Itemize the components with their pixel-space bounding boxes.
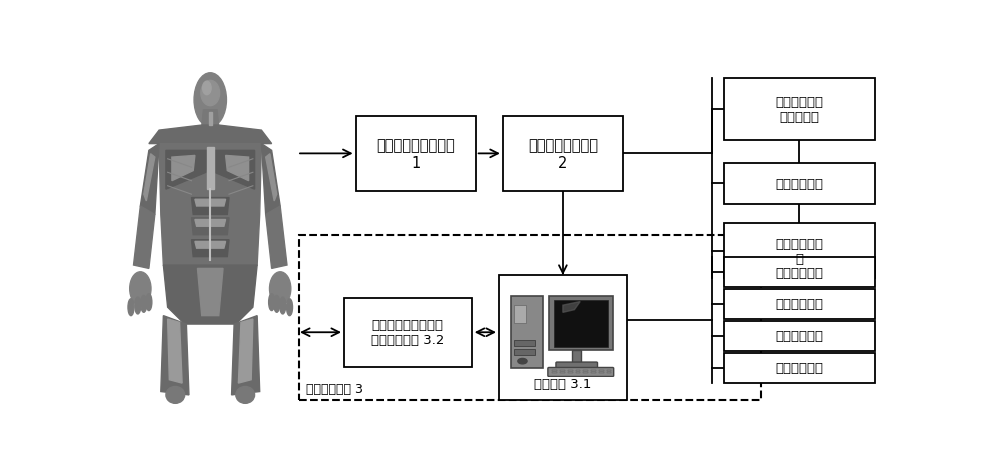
FancyBboxPatch shape xyxy=(724,224,875,279)
Text: 肌电信号采集和多通
道电刺激输出 3.2: 肌电信号采集和多通 道电刺激输出 3.2 xyxy=(371,319,445,347)
FancyBboxPatch shape xyxy=(724,257,875,287)
FancyBboxPatch shape xyxy=(724,321,875,351)
Text: 刺激脉宽决策: 刺激脉宽决策 xyxy=(775,298,823,311)
Text: 刺激电流决策: 刺激电流决策 xyxy=(775,266,823,279)
Text: 刺激频率决策: 刺激频率决策 xyxy=(775,330,823,342)
Text: 运动意图识别模块
2: 运动意图识别模块 2 xyxy=(528,138,598,170)
FancyBboxPatch shape xyxy=(724,353,875,383)
Text: 多熵复杂网络: 多熵复杂网络 xyxy=(775,178,823,190)
Text: 主控制器 3.1: 主控制器 3.1 xyxy=(534,377,592,390)
Text: 便携式脑电信号设备
1: 便携式脑电信号设备 1 xyxy=(376,138,455,170)
FancyBboxPatch shape xyxy=(724,164,875,204)
FancyBboxPatch shape xyxy=(499,275,627,401)
FancyBboxPatch shape xyxy=(344,298,472,367)
FancyBboxPatch shape xyxy=(724,289,875,319)
FancyBboxPatch shape xyxy=(724,79,875,141)
FancyBboxPatch shape xyxy=(503,117,623,191)
Text: 脑控康复系统 3: 脑控康复系统 3 xyxy=(306,382,362,396)
FancyBboxPatch shape xyxy=(356,117,476,191)
Text: 刺激时间决策: 刺激时间决策 xyxy=(775,361,823,375)
Text: 运动想象脑电
信号预处理: 运动想象脑电 信号预处理 xyxy=(775,96,823,124)
Text: 图卷积神经网
络: 图卷积神经网 络 xyxy=(775,237,823,265)
